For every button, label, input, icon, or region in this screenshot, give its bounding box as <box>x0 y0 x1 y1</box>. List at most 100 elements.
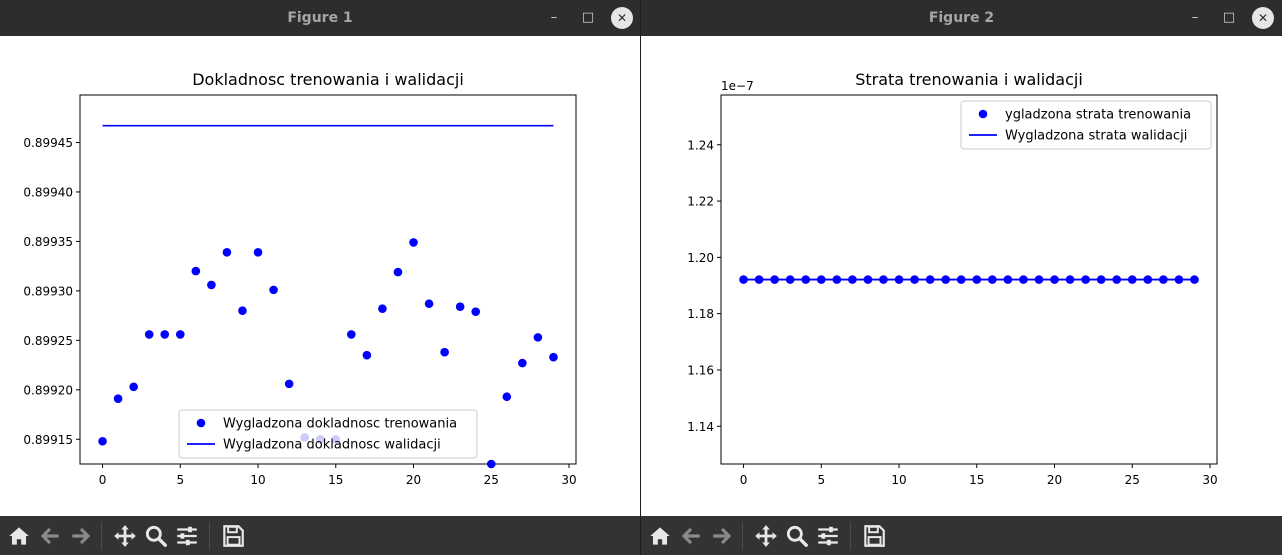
legend: Wygladzona dokladnosc trenowania Wygladzo… <box>178 409 478 459</box>
x-tick-label: 25 <box>484 473 499 487</box>
home-button[interactable] <box>6 523 32 549</box>
title-bar[interactable]: Figure 2 – □ ✕ <box>641 0 1282 36</box>
window-title: Figure 1 <box>287 10 353 26</box>
y-tick-label: 0.89940 <box>23 185 73 199</box>
data-point <box>1190 275 1199 284</box>
y-offset-label: 1e−7 <box>721 79 754 93</box>
figure-1-window: Figure 1 – □ ✕ Dokladnosc trenowania i w… <box>0 0 640 555</box>
forward-icon <box>72 527 91 545</box>
figure-2-window: Figure 2 – □ ✕ Strata trenowania i walid… <box>641 0 1282 555</box>
data-point <box>393 267 403 277</box>
window-title: Figure 2 <box>928 10 995 26</box>
data-point <box>440 347 449 357</box>
data-point <box>486 459 496 469</box>
x-tick-label: 15 <box>969 473 984 487</box>
y-tick-label: 1.18 <box>687 307 714 321</box>
toolbar-separator <box>209 522 210 550</box>
data-point <box>518 358 527 368</box>
save-button[interactable] <box>861 523 887 549</box>
close-button[interactable]: ✕ <box>611 7 633 29</box>
data-point <box>269 285 278 295</box>
data-point <box>238 306 247 315</box>
loss-chart[interactable]: Strata trenowania i walidacji 0 5 10 15 20 25 3… <box>641 36 1282 516</box>
y-tick-label: 0.89945 <box>23 136 73 150</box>
forward-button[interactable] <box>709 523 735 549</box>
forward-icon <box>713 527 732 545</box>
legend-box <box>178 409 478 459</box>
navigation-toolbar <box>0 516 640 555</box>
x-tick-label: 30 <box>1202 473 1217 487</box>
data-point <box>455 302 465 312</box>
data-point <box>191 266 201 276</box>
data-point <box>207 280 216 290</box>
pan-icon <box>755 525 777 547</box>
data-point <box>113 394 123 404</box>
data-point <box>424 299 434 309</box>
save-icon <box>864 525 885 547</box>
x-tick-label: 5 <box>176 473 184 487</box>
axes-frame <box>79 94 577 465</box>
x-tick-label: 10 <box>250 473 265 487</box>
save-icon <box>223 525 244 547</box>
configure-icon <box>818 526 838 546</box>
save-button[interactable] <box>220 523 246 549</box>
data-point <box>533 333 543 342</box>
y-tick-label: 0.89920 <box>23 383 73 397</box>
data-point <box>160 330 170 339</box>
data-point <box>549 352 558 362</box>
x-tick-label: 15 <box>328 473 343 487</box>
home-icon <box>650 527 670 545</box>
y-tick-label: 1.24 <box>687 138 714 152</box>
data-point <box>129 382 138 392</box>
y-tick-label: 0.89925 <box>23 334 73 348</box>
axes-frame <box>720 94 1218 465</box>
data-point <box>253 247 263 257</box>
legend-label: Wygladzona dokladnosc trenowania <box>223 417 457 432</box>
title-bar[interactable]: Figure 1 – □ ✕ <box>0 0 640 36</box>
legend: ygladzona strata trenowania Wygladzona st… <box>960 100 1212 150</box>
data-point <box>409 238 418 247</box>
y-tick-label: 1.16 <box>687 363 714 377</box>
data-point <box>502 392 512 402</box>
pan-button[interactable] <box>753 523 779 549</box>
y-tick-label: 0.89935 <box>23 235 73 249</box>
back-button[interactable] <box>678 523 704 549</box>
back-icon <box>40 527 59 545</box>
configure-subplots-button[interactable] <box>815 523 841 549</box>
data-point <box>378 304 387 313</box>
window-divider <box>640 0 641 555</box>
zoom-icon <box>786 525 808 547</box>
x-tick-label: 0 <box>740 473 748 487</box>
data-point <box>471 307 481 316</box>
accuracy-chart[interactable]: Dokladnosc trenowania i walidacji 0 5 10 15 2… <box>0 36 640 516</box>
legend-label: Wygladzona dokladnosc walidacji <box>223 438 441 453</box>
pan-button[interactable] <box>112 523 138 549</box>
close-button[interactable]: ✕ <box>1252 7 1274 29</box>
configure-subplots-button[interactable] <box>174 523 200 549</box>
chart-title: Strata trenowania i walidacji <box>855 70 1083 89</box>
x-tick-label: 0 <box>99 473 107 487</box>
zoom-button[interactable] <box>143 523 169 549</box>
data-point <box>222 247 232 257</box>
maximize-button[interactable]: □ <box>1222 10 1236 25</box>
chart-title: Dokladnosc trenowania i walidacji <box>192 70 464 89</box>
configure-icon <box>177 526 197 546</box>
data-point <box>144 330 154 339</box>
zoom-icon <box>145 525 167 547</box>
data-point <box>175 330 185 339</box>
toolbar-separator <box>101 522 102 550</box>
y-tick-label: 1.14 <box>687 420 714 434</box>
data-point <box>98 436 107 446</box>
zoom-button[interactable] <box>784 523 810 549</box>
legend-point-marker <box>978 109 988 119</box>
minimize-button[interactable]: – <box>1191 10 1199 25</box>
home-button[interactable] <box>647 523 673 549</box>
minimize-button[interactable]: – <box>550 10 558 25</box>
maximize-button[interactable]: □ <box>581 10 595 25</box>
home-icon <box>9 527 29 545</box>
x-tick-label: 5 <box>817 473 825 487</box>
toolbar-separator <box>742 522 743 550</box>
back-button[interactable] <box>37 523 63 549</box>
forward-button[interactable] <box>68 523 94 549</box>
data-point <box>284 379 294 389</box>
